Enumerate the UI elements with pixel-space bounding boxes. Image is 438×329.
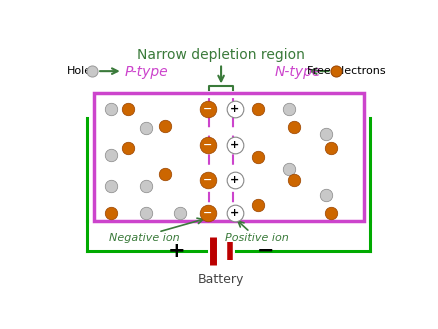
Text: Negative ion: Negative ion bbox=[110, 233, 180, 243]
Text: P-type: P-type bbox=[124, 65, 168, 79]
Text: Holes: Holes bbox=[67, 66, 98, 76]
Text: −: − bbox=[203, 208, 212, 218]
Text: −: − bbox=[203, 175, 212, 185]
Text: N-type: N-type bbox=[274, 65, 321, 79]
Text: Narrow depletion region: Narrow depletion region bbox=[137, 48, 305, 63]
Text: Battery: Battery bbox=[198, 272, 244, 286]
Text: −: − bbox=[203, 104, 212, 114]
Text: −: − bbox=[257, 241, 274, 261]
Text: Free electrons: Free electrons bbox=[307, 66, 386, 76]
Text: +: + bbox=[230, 104, 239, 114]
Text: +: + bbox=[230, 139, 239, 150]
Text: +: + bbox=[230, 175, 239, 185]
Text: Positive ion: Positive ion bbox=[225, 233, 289, 243]
Text: −: − bbox=[203, 139, 212, 150]
Bar bbox=[94, 93, 364, 221]
Text: +: + bbox=[168, 241, 186, 261]
Text: +: + bbox=[230, 208, 239, 218]
